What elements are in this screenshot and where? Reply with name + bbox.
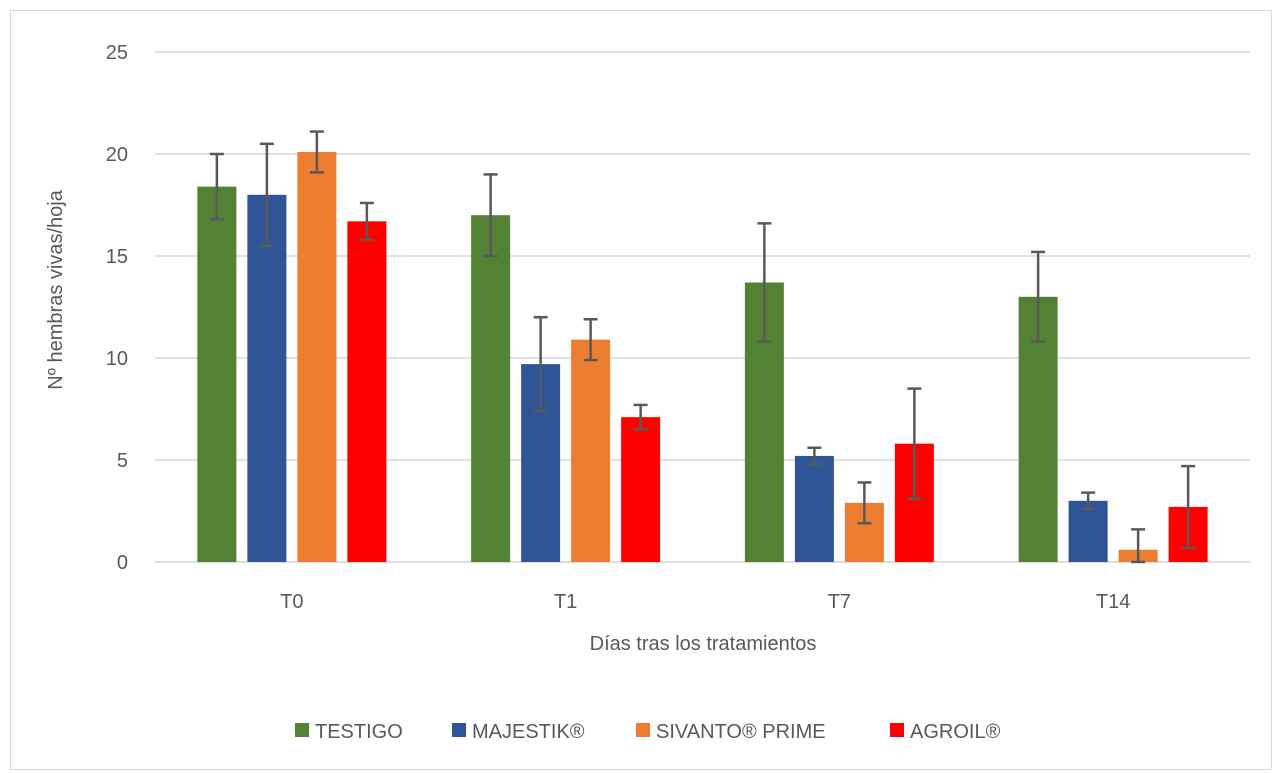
bar bbox=[794, 455, 834, 562]
error-bars bbox=[209, 130, 1196, 564]
bars bbox=[197, 151, 1208, 563]
legend-label: SIVANTO® PRIME bbox=[656, 721, 826, 743]
bar bbox=[247, 194, 287, 563]
y-axis-tick-labels: 0 5 10 15 20 25 bbox=[106, 42, 128, 574]
legend-label: AGROIL® bbox=[910, 721, 1001, 743]
x-tick-label: T0 bbox=[280, 591, 303, 613]
x-tick-label: T7 bbox=[828, 591, 851, 613]
gridlines bbox=[155, 51, 1250, 563]
legend: TESTIGO MAJESTIK® SIVANTO® PRIME AGROIL® bbox=[295, 721, 1001, 743]
y-tick-label: 20 bbox=[106, 144, 128, 166]
legend-swatch bbox=[636, 723, 650, 737]
bar bbox=[621, 417, 661, 562]
legend-swatch bbox=[295, 723, 309, 737]
bar bbox=[571, 339, 611, 562]
y-tick-label: 25 bbox=[106, 42, 128, 64]
y-tick-label: 10 bbox=[106, 348, 128, 370]
y-tick-label: 5 bbox=[117, 450, 128, 472]
x-tick-label: T14 bbox=[1096, 591, 1130, 613]
legend-swatch bbox=[890, 723, 904, 737]
legend-swatch bbox=[452, 723, 466, 737]
legend-label: MAJESTIK® bbox=[472, 721, 585, 743]
bar bbox=[471, 215, 511, 562]
x-axis-tick-labels: T0 T1 T7 T14 bbox=[280, 591, 1130, 613]
bar bbox=[197, 186, 237, 562]
x-tick-label: T1 bbox=[554, 591, 577, 613]
bar bbox=[347, 221, 387, 562]
x-axis-title: Días tras los tratamientos bbox=[590, 633, 817, 655]
bar bbox=[297, 151, 337, 562]
y-tick-label: 15 bbox=[106, 246, 128, 268]
legend-label: TESTIGO bbox=[315, 721, 403, 743]
bar bbox=[1068, 500, 1108, 562]
y-tick-label: 0 bbox=[117, 552, 128, 574]
y-axis-title: Nº hembras vivas/hoja bbox=[45, 189, 67, 389]
